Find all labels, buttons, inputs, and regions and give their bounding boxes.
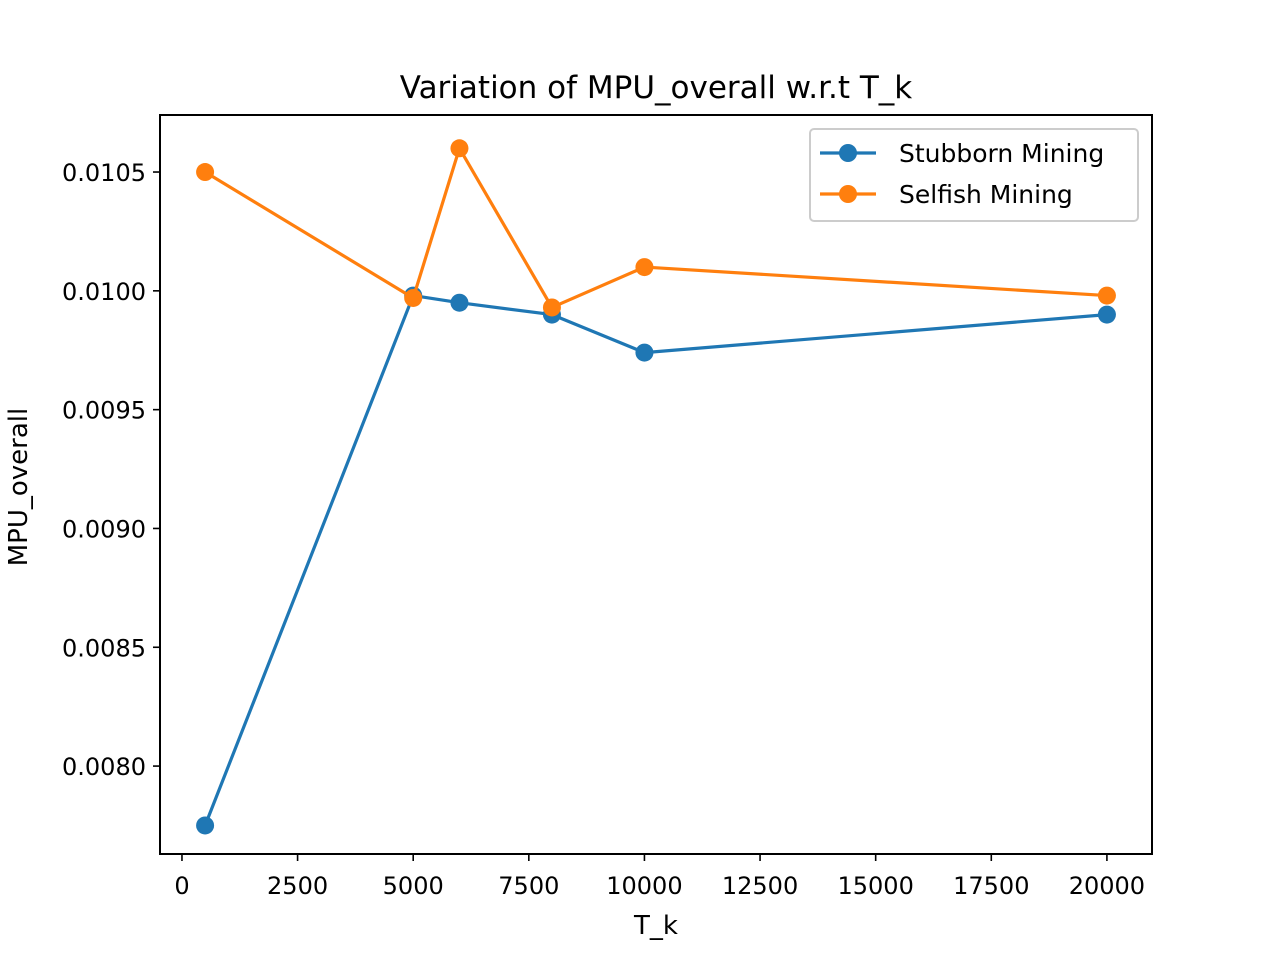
- data-point-selfish-mining: [450, 139, 469, 158]
- x-tick-label: 0: [174, 872, 189, 900]
- legend-label-selfish-mining: Selfish Mining: [899, 180, 1073, 209]
- y-tick-label: 0.0105: [62, 159, 146, 187]
- data-point-selfish-mining: [542, 298, 561, 317]
- y-tick-label: 0.0095: [62, 397, 146, 425]
- x-tick-label: 7500: [498, 872, 559, 900]
- series-line-selfish-mining: [204, 146, 1108, 310]
- x-tick-label: 17500: [953, 872, 1029, 900]
- data-point-stubborn-mining: [450, 293, 469, 312]
- data-point-selfish-mining: [1097, 286, 1116, 305]
- x-axis-label: T_k: [633, 911, 678, 941]
- data-point-stubborn-mining: [1097, 305, 1116, 324]
- data-point-stubborn-mining: [635, 343, 654, 362]
- legend-box: [809, 128, 1139, 222]
- y-tick-label: 0.0090: [62, 515, 146, 543]
- y-tick-label: 0.0085: [62, 634, 146, 662]
- data-point-selfish-mining: [404, 288, 423, 307]
- legend-label-stubborn-mining: Stubborn Mining: [899, 139, 1104, 168]
- x-tick-label: 12500: [722, 872, 798, 900]
- x-tick-label: 10000: [606, 872, 682, 900]
- x-tick-label: 20000: [1069, 872, 1145, 900]
- chart-title: Variation of MPU_overall w.r.t T_k: [400, 70, 913, 106]
- plot-layer: [196, 139, 1116, 835]
- legend-marker-selfish-mining: [839, 185, 857, 203]
- data-point-selfish-mining: [196, 163, 215, 182]
- y-tick-label: 0.0080: [62, 753, 146, 781]
- plot-frame: [159, 114, 1153, 855]
- data-point-selfish-mining: [635, 258, 654, 277]
- y-axis-label: MPU_overall: [4, 408, 34, 567]
- series-line-stubborn-mining: [203, 293, 1108, 827]
- data-point-stubborn-mining: [196, 816, 215, 835]
- legend: Stubborn Mining Selfish Mining: [809, 128, 1139, 222]
- x-tick-label: 15000: [837, 872, 913, 900]
- x-tick-label: 2500: [267, 872, 328, 900]
- legend-marker-stubborn-mining: [839, 144, 857, 162]
- x-tick-label: 5000: [383, 872, 444, 900]
- y-tick-label: 0.0100: [62, 278, 146, 306]
- axes-layer: 0 2500 5000 7500 10000 12500 15000 17500 20000 0.…: [62, 159, 1145, 900]
